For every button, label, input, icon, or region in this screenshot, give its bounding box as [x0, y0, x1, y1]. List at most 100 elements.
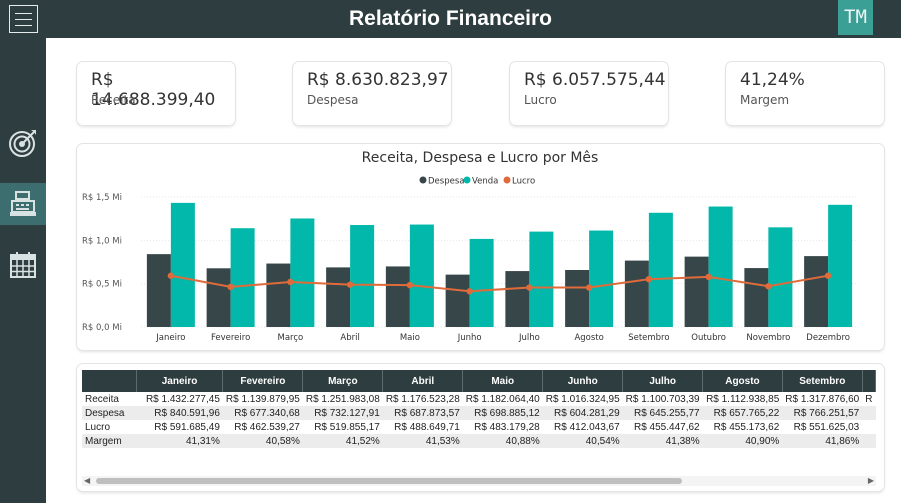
monthly-chart-panel: Receita, Despesa e Lucro por Mês Despesa V…: [77, 144, 884, 350]
kpi-value: R$ 14.688.399,40: [91, 70, 216, 110]
point-lucro: [526, 284, 533, 291]
table-cell: R$ 412.043,67: [554, 421, 620, 433]
point-lucro: [585, 284, 593, 291]
scroll-right-icon[interactable]: ▶: [867, 476, 874, 485]
bar-venda: [350, 225, 375, 327]
table-cell: 41,31%: [136, 434, 223, 448]
table-row: Receita R$ 1.432.277,45 R$ 1.139.879,95 R$ …: [82, 392, 876, 406]
table-cell: 41,53%: [382, 434, 463, 448]
legend-marker: [503, 176, 511, 184]
row-label: Receita: [85, 393, 119, 405]
column-header[interactable]: Janeiro: [136, 370, 224, 392]
table-cell: R$ 840.591,96: [136, 406, 223, 420]
column-header[interactable]: Setembro: [782, 370, 863, 392]
point-lucro: [466, 288, 473, 295]
table-cell: R$ 732.127,91: [302, 406, 383, 420]
monthly-table: Janeiro Fevereiro Março Abril Maio Junho Julho…: [82, 370, 876, 448]
column-header-partial: [862, 370, 876, 392]
monthly-table-panel: Janeiro Fevereiro Março Abril Maio Junho Julho…: [77, 364, 884, 491]
table-cell: R$ 645.255,77: [622, 406, 703, 420]
table-cell: R$ 488.649,71: [394, 421, 460, 433]
table-row: Lucro R$ 591.685,49 R$ 462.539,27 R$ 519.85…: [82, 420, 876, 434]
bar-despesa: [326, 267, 351, 327]
row-label: Despesa: [82, 406, 137, 420]
column-header[interactable]: Abril: [382, 370, 464, 392]
y-tick-label: R$ 1,5 Mi: [82, 193, 122, 203]
scroll-left-icon[interactable]: ◀: [84, 476, 91, 485]
kpi-card-despesa: R$ 8.630.823,97 Despesa: [293, 62, 451, 125]
bar-venda: [648, 212, 673, 327]
point-lucro: [765, 283, 772, 290]
bar-despesa: [266, 263, 291, 327]
page-title: Relatório Financeiro: [348, 7, 553, 30]
table-cell: 40,90%: [702, 434, 783, 448]
sidebar: [0, 38, 46, 503]
table-cell-partial: [862, 434, 876, 448]
table-cell-partial: R: [865, 393, 873, 405]
column-header[interactable]: Julho: [622, 370, 704, 392]
cash-register-icon: [10, 191, 36, 216]
bar-despesa: [565, 269, 590, 327]
bar-venda: [828, 204, 853, 327]
sidebar-item-financial[interactable]: [0, 183, 46, 225]
table-cell: R$ 766.251,57: [782, 406, 863, 420]
header-corner: [82, 370, 137, 392]
table-cell: 41,52%: [302, 434, 383, 448]
sidebar-item-goals[interactable]: [0, 122, 46, 164]
x-tick-label: Março: [278, 333, 304, 343]
table-cell: 40,88%: [462, 434, 543, 448]
table-cell: R$ 677.340,68: [222, 406, 303, 420]
x-tick-label: Julho: [518, 333, 540, 343]
column-header[interactable]: Junho: [542, 370, 624, 392]
table-cell: R$ 657.765,22: [702, 406, 783, 420]
scroll-thumb[interactable]: [96, 478, 682, 484]
x-tick-label: Outubro: [691, 333, 726, 343]
point-lucro: [406, 281, 414, 289]
column-header[interactable]: Março: [302, 370, 384, 392]
legend-marker: [463, 176, 471, 184]
hamburger-menu-icon[interactable]: [9, 5, 38, 33]
table-cell: R$ 591.685,49: [154, 421, 220, 433]
brand-logo: TM: [838, 0, 873, 35]
x-tick-label: Maio: [400, 333, 420, 343]
bar-despesa: [684, 256, 709, 327]
column-header[interactable]: Maio: [462, 370, 544, 392]
table-cell: R$ 1.317.876,60: [785, 393, 860, 405]
x-tick-label: Junho: [457, 333, 482, 343]
kpi-card-receita: R$ 14.688.399,40 Receita: [77, 62, 235, 125]
column-header[interactable]: Fevereiro: [222, 370, 304, 392]
x-tick-label: Novembro: [746, 333, 790, 343]
bar-despesa: [624, 260, 649, 327]
kpi-label: Lucro: [524, 93, 557, 107]
target-icon: [9, 130, 36, 157]
point-lucro: [167, 272, 175, 279]
kpi-card-lucro: R$ 6.057.575,44 Lucro: [510, 62, 668, 125]
line-lucro: [170, 274, 829, 293]
bar-despesa: [804, 256, 829, 327]
table-cell: R$ 455.173,62: [713, 421, 780, 433]
row-label: Margem: [82, 434, 137, 448]
y-tick-label: R$ 1,0 Mi: [82, 236, 122, 246]
point-lucro: [287, 278, 294, 286]
table-cell: R$ 551.625,03: [793, 421, 860, 433]
table-cell: R$ 483.179,28: [474, 421, 540, 433]
x-tick-label: Dezembro: [806, 333, 850, 343]
column-header[interactable]: Agosto: [702, 370, 783, 392]
bar-venda: [529, 231, 554, 327]
bar-venda: [230, 228, 255, 327]
bar-venda: [768, 227, 793, 327]
calendar-icon: [10, 252, 36, 278]
sidebar-item-calendar[interactable]: [0, 244, 46, 286]
table-cell: R$ 687.873,57: [382, 406, 463, 420]
x-tick-label: Abril: [340, 333, 359, 343]
legend-label: Venda: [472, 177, 498, 187]
bar-despesa: [445, 274, 470, 327]
table-cell: R$ 519.855,17: [314, 421, 380, 433]
table-cell: R$ 1.139.879,95: [225, 393, 300, 405]
table-cell: 41,38%: [622, 434, 703, 448]
horizontal-scrollbar[interactable]: ◀ ▶: [82, 476, 876, 486]
bar-venda: [170, 202, 195, 327]
monthly-chart: Receita, Despesa e Lucro por Mês Despesa V…: [82, 150, 858, 343]
bar-venda: [409, 224, 434, 327]
bar-venda: [708, 206, 733, 327]
